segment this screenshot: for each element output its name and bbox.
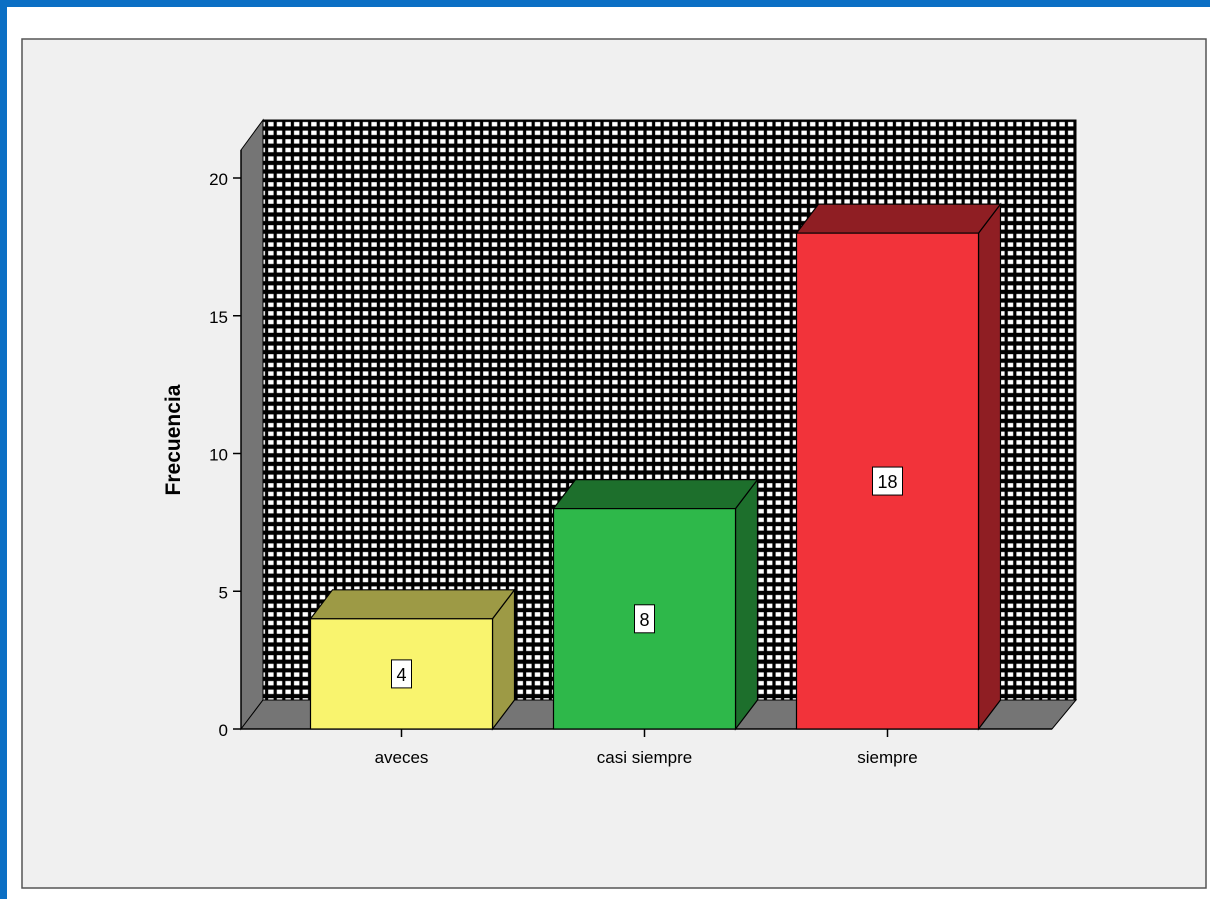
bar-side-face — [736, 480, 758, 729]
data-label: 4 — [396, 665, 406, 685]
y-tick-label: 15 — [209, 308, 228, 327]
side-wall — [241, 120, 263, 729]
bar-top-face — [797, 204, 1001, 233]
bar-top-face — [311, 590, 515, 619]
y-tick-label: 5 — [219, 583, 228, 602]
bar-aveces: 4 — [311, 590, 515, 729]
bar-top-face — [554, 480, 758, 509]
bar-siempre: 18 — [797, 204, 1001, 729]
bar-casi-siempre: 8 — [554, 480, 758, 729]
window-border-top — [0, 0, 1210, 7]
x-tick-label: casi siempre — [597, 748, 692, 767]
y-tick-label: 0 — [219, 721, 228, 740]
y-tick-label: 20 — [209, 170, 228, 189]
x-tick-label: siempre — [857, 748, 917, 767]
data-label: 8 — [639, 610, 649, 630]
x-tick-label: aveces — [375, 748, 429, 767]
data-label: 18 — [877, 472, 897, 492]
y-tick-label: 10 — [209, 446, 228, 465]
y-axis-label: Frecuencia — [162, 384, 185, 495]
window-border-left — [0, 0, 7, 899]
bar-side-face — [979, 204, 1001, 729]
